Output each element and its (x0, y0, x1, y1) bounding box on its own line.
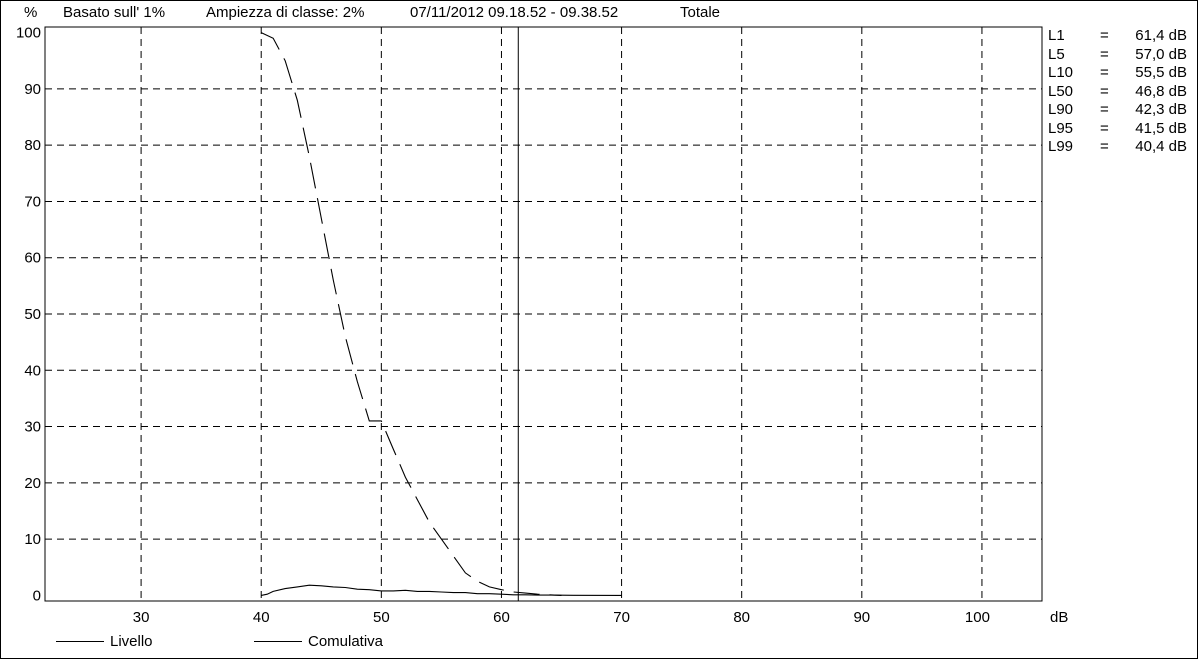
legend-item-comulativa: Comulativa (254, 633, 383, 650)
stat-row-l99: L99 = 40,4 dB (1048, 138, 1193, 157)
stat-label: L90 (1048, 101, 1074, 118)
y-tick-label: 70 (24, 193, 41, 210)
stats-panel: L1 = 61,4 dB L5 = 57,0 dB L10 = 55,5 dB … (1048, 27, 1193, 157)
y-tick-label: 0 (33, 587, 41, 604)
stat-row-l95: L95 = 41,5 dB (1048, 120, 1193, 139)
stat-equals: = (1100, 82, 1109, 100)
y-tick-label: 50 (24, 306, 41, 323)
series-line-comulativa (260, 32, 562, 596)
x-tick-label: 30 (133, 609, 150, 626)
header-period: 07/11/2012 09.18.52 - 09.38.52 (410, 4, 619, 21)
stat-equals: = (1100, 119, 1109, 137)
y-axis: 0 10 20 30 40 50 60 70 80 90 100 (16, 25, 41, 605)
legend-swatch-livello (56, 641, 104, 642)
header-class-width: Ampiezza di classe: 2% (206, 4, 365, 21)
stat-row-l90: L90 = 42,3 dB (1048, 101, 1193, 120)
stat-value: 61,4 dB (1135, 27, 1187, 44)
x-tick-label: 90 (853, 609, 870, 626)
x-axis: 30 40 50 60 70 80 90 100 (133, 609, 990, 626)
series-group (260, 32, 622, 596)
y-tick-label: 100 (16, 25, 41, 42)
grid (45, 27, 1042, 601)
y-tick-label: 60 (24, 250, 41, 267)
header-basis: Basato sull' 1% (63, 4, 166, 21)
x-tick-label: 70 (613, 609, 630, 626)
stat-label: L99 (1048, 138, 1074, 155)
y-tick-label: 30 (24, 419, 41, 436)
stat-label: L10 (1048, 64, 1074, 81)
stat-value: 46,8 dB (1135, 82, 1187, 100)
legend-label-comulativa: Comulativa (308, 633, 384, 650)
x-tick-label: 40 (253, 609, 270, 626)
header-scope: Totale (680, 4, 721, 21)
stat-label: L95 (1048, 119, 1074, 137)
series-line-livello (261, 584, 622, 596)
y-tick-label: 90 (24, 81, 41, 98)
stat-equals: = (1100, 27, 1109, 44)
x-tick-label: 100 (965, 609, 990, 626)
stat-row-l1: L1 = 61,4 dB (1048, 27, 1193, 46)
stat-equals: = (1100, 138, 1109, 155)
x-tick-label: 60 (493, 609, 510, 626)
x-tick-label: 50 (373, 609, 390, 626)
stat-value: 41,5 dB (1135, 119, 1187, 137)
x-tick-label: 80 (733, 609, 750, 626)
x-axis-unit: dB (1050, 609, 1068, 626)
y-unit-label: % (24, 4, 38, 21)
stat-label: L1 (1048, 27, 1065, 44)
y-tick-label: 20 (24, 475, 41, 492)
stat-equals: = (1100, 64, 1109, 81)
y-tick-label: 80 (24, 137, 41, 154)
stat-value: 40,4 dB (1135, 138, 1187, 155)
stat-label: L50 (1048, 82, 1074, 100)
stat-label: L5 (1048, 45, 1065, 63)
stat-value: 57,0 dB (1135, 45, 1187, 63)
legend-item-livello: Livello (56, 633, 153, 650)
stat-value: 42,3 dB (1135, 101, 1187, 118)
y-tick-label: 10 (24, 531, 41, 548)
stat-equals: = (1100, 101, 1109, 118)
stat-row-l10: L10 = 55,5 dB (1048, 64, 1193, 83)
legend-swatch-comulativa (254, 641, 302, 642)
y-tick-label: 40 (24, 362, 41, 379)
legend-label-livello: Livello (110, 633, 153, 650)
stat-row-l50: L50 = 46,8 dB (1048, 83, 1193, 102)
stat-equals: = (1100, 45, 1109, 63)
stat-row-l5: L5 = 57,0 dB (1048, 46, 1193, 65)
stat-value: 55,5 dB (1135, 64, 1187, 81)
